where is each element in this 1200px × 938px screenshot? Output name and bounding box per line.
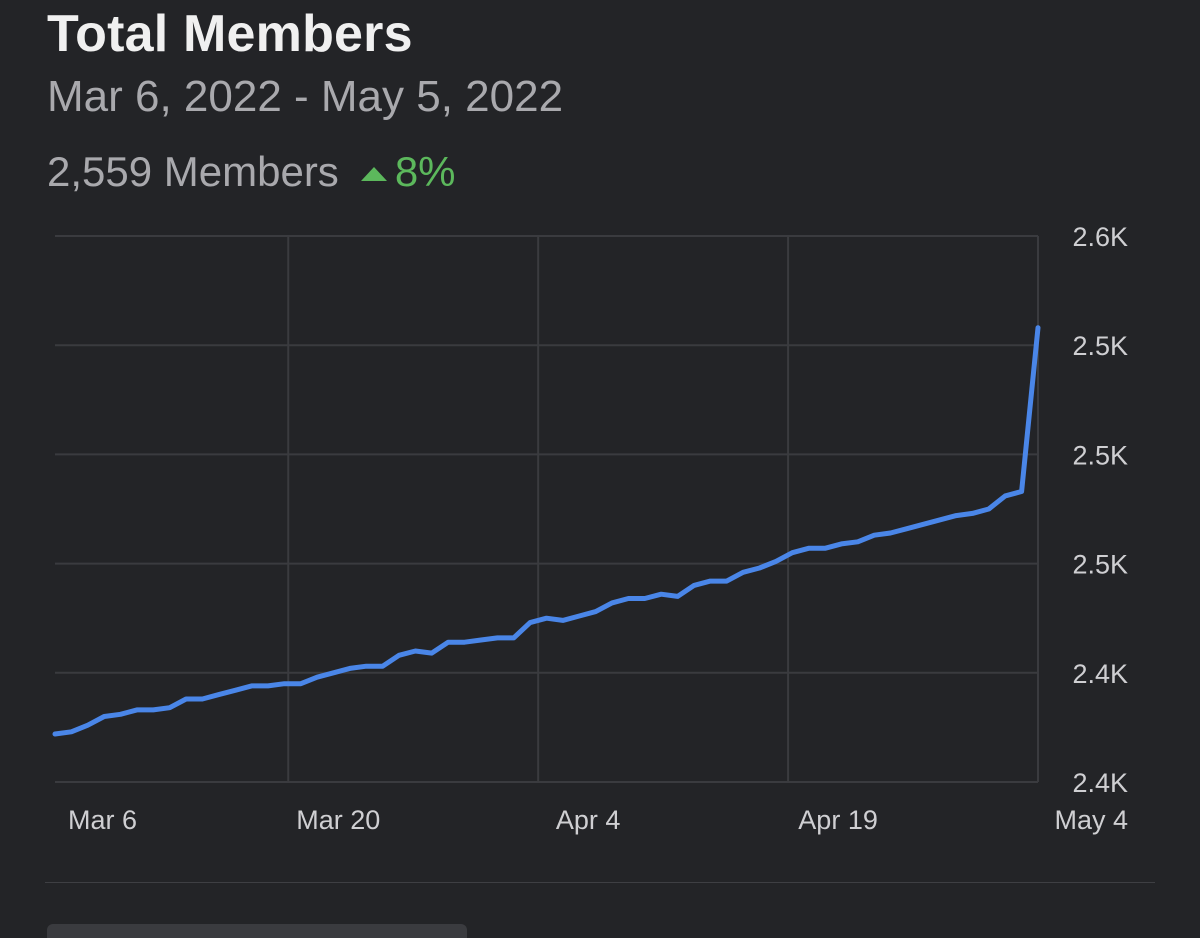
growth-badge: 8% (360, 148, 456, 196)
y-tick-label: 2.6K (1072, 222, 1128, 252)
y-tick-label: 2.4K (1072, 659, 1128, 689)
triangle-up-icon (360, 167, 387, 181)
page-title: Total Members (47, 5, 413, 63)
x-tick-label: Mar 20 (296, 805, 380, 835)
date-range[interactable]: Mar 6, 2022 - May 5, 2022 (47, 72, 564, 121)
y-tick-label: 2.4K (1072, 768, 1128, 798)
x-axis-ticks: Mar 6 Mar 20 Apr 4 Apr 19 May 4 (68, 805, 1128, 835)
section-divider (45, 882, 1155, 883)
members-series-line (52, 325, 1041, 737)
y-axis-ticks: 2.4K 2.4K 2.5K 2.5K 2.5K 2.6K (1072, 222, 1128, 798)
chart-grid (55, 235, 1039, 783)
y-tick-label: 2.5K (1072, 331, 1128, 361)
members-line-chart[interactable]: 2.4K 2.4K 2.5K 2.5K 2.5K 2.6K Mar 6 Mar 20 Apr … (0, 220, 1200, 860)
x-tick-label: Apr 4 (556, 805, 621, 835)
next-section-title-clipped (47, 924, 467, 938)
summary-row: 2,559 Members 8% (47, 148, 456, 196)
member-count: 2,559 Members (47, 148, 339, 195)
x-tick-label: May 4 (1054, 805, 1128, 835)
y-tick-label: 2.5K (1072, 550, 1128, 580)
x-tick-label: Apr 19 (798, 805, 878, 835)
x-tick-label: Mar 6 (68, 805, 137, 835)
y-tick-label: 2.5K (1072, 440, 1128, 470)
chart-series (52, 325, 1041, 737)
growth-percent: 8% (394, 148, 456, 195)
